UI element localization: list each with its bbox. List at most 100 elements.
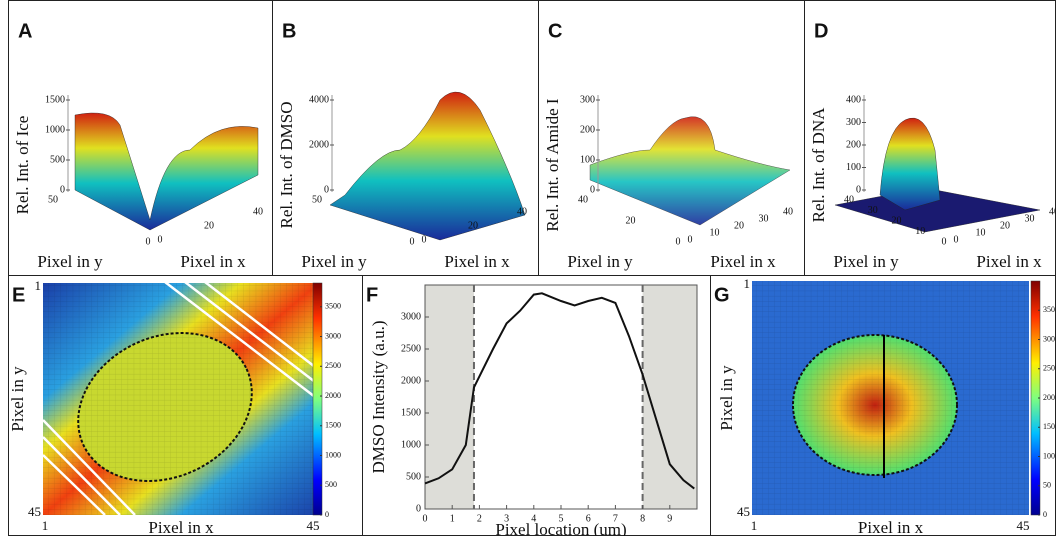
z-tick-label: 4000 <box>309 94 329 105</box>
y-tick-label: 40 <box>578 194 588 205</box>
y-tick-label: 30 <box>868 205 878 216</box>
x-tick-label: 4 <box>531 513 536 524</box>
colorbar-tick-label: 500 <box>325 480 337 489</box>
x-axis-label: Pixel in x <box>180 252 246 271</box>
y-axis-label: Pixel in y <box>301 252 367 271</box>
panel-label: E <box>12 284 25 306</box>
heatmap-art <box>42 281 1029 516</box>
y-tick-label: 1 <box>744 276 751 291</box>
y-tick-label: 10 <box>915 226 925 237</box>
y-tick-label: 0 <box>146 236 151 247</box>
z-tick-label: 500 <box>50 154 65 165</box>
y-axis-label: DMSO Intensity (a.u.) <box>369 321 388 474</box>
x-tick-label: 30 <box>759 213 769 224</box>
y-tick-label: 0 <box>416 503 421 514</box>
x-tick-label: 3 <box>504 513 509 524</box>
surface-art <box>74 91 1041 241</box>
intensity-line <box>424 292 695 490</box>
y-tick-label: 45 <box>737 504 750 519</box>
panel-label: A <box>18 20 32 42</box>
y-axis-label: Pixel in y <box>8 366 27 432</box>
x-tick-label: 20 <box>204 220 214 231</box>
colorbar-tick-label: 0 <box>325 510 329 519</box>
z-axis-label: Rel. Int. of Ice <box>13 116 32 215</box>
x-tick-label: 9 <box>667 513 672 524</box>
x-tick-label: 20 <box>468 220 478 231</box>
y-tick-label: 20 <box>626 215 636 226</box>
colorbar-tick-label: 350 <box>1043 305 1055 314</box>
colorbar-tick-label: 250 <box>1043 364 1055 373</box>
x-tick-label: 30 <box>1025 213 1035 224</box>
x-axis-label: Pixel in x <box>858 518 924 536</box>
y-tick-label: 0 <box>410 236 415 247</box>
panel-label: G <box>714 284 730 306</box>
z-tick-label: 300 <box>580 94 595 105</box>
y-tick-label: 20 <box>892 215 902 226</box>
y-tick-label: 50 <box>312 194 322 205</box>
y-tick-label: 50 <box>48 194 58 205</box>
y-tick-label: 2000 <box>401 375 421 386</box>
y-tick-label: 40 <box>844 194 854 205</box>
y-tick-label: 1500 <box>401 407 421 418</box>
z-axis-label: Rel. Int. of DNA <box>809 107 828 222</box>
y-axis-label: Pixel in y <box>833 252 899 271</box>
x-tick-label: 0 <box>422 234 427 245</box>
y-tick-label: 3000 <box>401 311 421 322</box>
x-tick-label: 20 <box>1000 220 1010 231</box>
x-axis-label: Pixel in x <box>976 252 1042 271</box>
x-tick-label: 40 <box>783 206 793 217</box>
colorbar-tick-label: 300 <box>1043 334 1055 343</box>
x-tick-label: 10 <box>976 227 986 238</box>
x-tick-label: 40 <box>517 206 527 217</box>
colorbar-tick-label: 50 <box>1043 481 1051 490</box>
z-tick-label: 400 <box>846 94 861 105</box>
x-tick-label: 1 <box>751 518 758 533</box>
y-axis-label: Pixel in y <box>717 365 736 431</box>
x-tick-label: 0 <box>688 234 693 245</box>
x-tick-label: 2 <box>477 513 482 524</box>
panel-label: C <box>548 20 562 42</box>
x-tick-label: 45 <box>1017 518 1030 533</box>
x-tick-label: 5 <box>559 513 564 524</box>
x-axis-label: Pixel in x <box>148 518 214 536</box>
x-tick-label: 0 <box>423 513 428 524</box>
y-axis-label: Pixel in y <box>37 252 103 271</box>
colorbar-tick-label: 0 <box>1043 510 1047 519</box>
x-axis-label: Pixel in x <box>710 252 776 271</box>
x-tick-label: 6 <box>586 513 591 524</box>
x-tick-label: 7 <box>613 513 618 524</box>
x-tick-label: 1 <box>42 518 49 533</box>
colorbar-tick-label: 1000 <box>325 450 341 459</box>
colorbar-tick-label: 2500 <box>325 361 341 370</box>
colorbar-tick-label: 3000 <box>325 331 341 340</box>
z-tick-label: 1000 <box>45 124 65 135</box>
x-axis-label: Pixel location (um) <box>495 520 626 536</box>
x-tick-label: 20 <box>734 220 744 231</box>
z-tick-label: 300 <box>846 117 861 128</box>
colorbar-tick-label: 2000 <box>325 391 341 400</box>
x-tick-label: 0 <box>954 234 959 245</box>
shaded-region <box>642 285 697 509</box>
colorbar-tick-label: 200 <box>1043 393 1055 402</box>
colorbar-tick-label: 1500 <box>325 421 341 430</box>
x-tick-label: 1 <box>450 513 455 524</box>
x-tick-label: 40 <box>1049 206 1056 217</box>
x-tick-label: 0 <box>158 234 163 245</box>
y-axis-label: Pixel in y <box>567 252 633 271</box>
panel-label: B <box>282 20 296 42</box>
y-tick-label: 0 <box>942 236 947 247</box>
z-tick-label: 0 <box>60 184 65 195</box>
y-tick-label: 0 <box>676 236 681 247</box>
y-tick-label: 500 <box>406 471 421 482</box>
z-tick-label: 100 <box>580 154 595 165</box>
z-tick-label: 200 <box>846 139 861 150</box>
z-axis-label: Rel. Int. of Amide I <box>543 98 562 231</box>
z-tick-label: 0 <box>324 184 329 195</box>
x-tick-label: 45 <box>307 518 320 533</box>
panel-label: F <box>366 284 378 306</box>
colorbar-tick-label: 150 <box>1043 422 1055 431</box>
colorbar <box>312 282 323 516</box>
y-tick-label: 1000 <box>401 439 421 450</box>
z-tick-label: 0 <box>856 184 861 195</box>
colorbar-tick-label: 100 <box>1043 451 1055 460</box>
